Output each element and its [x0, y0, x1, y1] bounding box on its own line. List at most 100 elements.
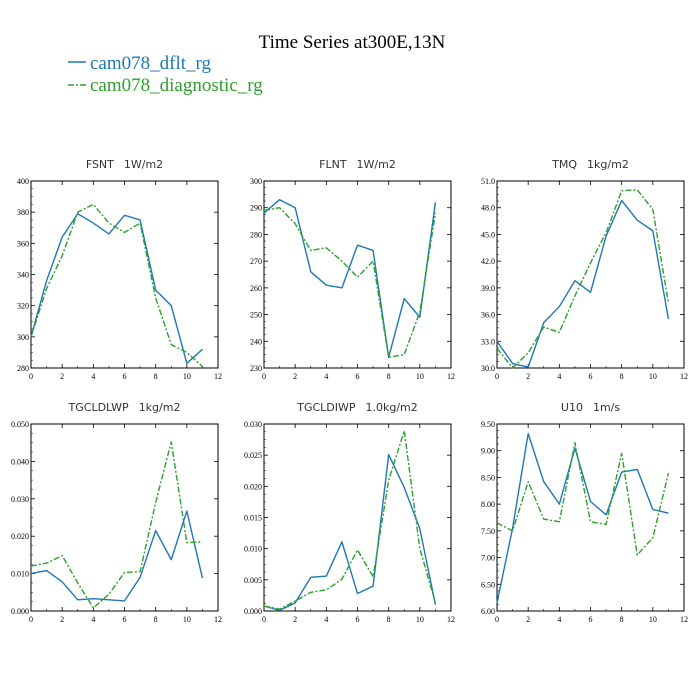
x-tick-label: 0: [29, 615, 33, 624]
panel-units: 1.0kg/m2: [366, 401, 418, 414]
x-tick-label: 6: [123, 372, 127, 381]
series-line-1: [496, 189, 670, 369]
series-line-1: [263, 207, 437, 359]
x-tick-label: 0: [29, 372, 33, 381]
x-tick-label: 0: [262, 372, 266, 381]
y-tick-label: 270: [250, 257, 262, 266]
x-tick-label: 4: [91, 615, 95, 624]
plot-frame: [30, 180, 219, 369]
y-tick-label: 0.000: [244, 607, 262, 616]
y-tick-label: 320: [17, 302, 29, 311]
panel-title: FLNT 1W/m2: [319, 158, 396, 171]
x-tick-label: 10: [649, 372, 657, 381]
x-tick-label: 6: [589, 372, 593, 381]
x-tick-label: 4: [557, 615, 561, 624]
x-tick-label: 4: [324, 372, 328, 381]
y-tick-label: 45.0: [481, 230, 495, 239]
y-tick-label: 300: [17, 333, 29, 342]
x-tick-label: 10: [416, 615, 424, 624]
x-tick-label: 10: [183, 615, 191, 624]
y-tick-label: 0.020: [11, 532, 29, 541]
plot-frame: [263, 180, 452, 369]
y-tick-label: 30.0: [481, 364, 495, 373]
y-tick-label: 0.010: [244, 545, 262, 554]
y-tick-label: 0.030: [11, 495, 29, 504]
panel-units: 1kg/m2: [587, 158, 629, 171]
y-tick-label: 0.050: [11, 420, 29, 429]
x-tick-label: 4: [557, 372, 561, 381]
y-tick-label: 48.0: [481, 204, 495, 213]
panel-title: TGCLDIWP 1.0kg/m2: [296, 401, 418, 414]
y-tick-label: 0.015: [244, 514, 262, 523]
x-tick-label: 8: [620, 372, 624, 381]
x-tick-label: 8: [620, 615, 624, 624]
panel-title: TMQ 1kg/m2: [551, 158, 629, 171]
panel-variable: U10: [561, 401, 583, 414]
x-tick-label: 8: [387, 372, 391, 381]
y-tick-label: 380: [17, 208, 29, 217]
y-tick-label: 260: [250, 284, 262, 293]
figure-title: Time Series at300E,13N: [259, 32, 446, 53]
x-tick-label: 2: [60, 372, 64, 381]
y-tick-label: 6.00: [481, 607, 495, 616]
x-tick-label: 2: [60, 615, 64, 624]
series-line-0: [30, 213, 203, 365]
x-tick-label: 10: [183, 372, 191, 381]
x-tick-label: 12: [447, 372, 455, 381]
y-tick-label: 360: [17, 239, 29, 248]
legend: cam078_dflt_rg cam078_diagnostic_rg: [68, 53, 263, 96]
x-tick-label: 0: [495, 615, 499, 624]
series-line-0: [496, 432, 669, 604]
panel-0: FSNT 1W/m2 0 2 4 6 8 10 12 280 300 320 340 360 380 400: [17, 158, 222, 381]
y-tick-label: 230: [250, 364, 262, 373]
x-tick-label: 8: [154, 372, 158, 381]
x-tick-label: 12: [680, 615, 688, 624]
x-tick-label: 4: [324, 615, 328, 624]
x-tick-label: 6: [356, 372, 360, 381]
y-tick-label: 280: [17, 364, 29, 373]
y-tick-label: 290: [250, 204, 262, 213]
y-tick-label: 0.030: [244, 420, 262, 429]
series-line-0: [263, 198, 437, 359]
panel-3: TGCLDLWP 1kg/m2 0 2 4 6 8 10 12 0.000 0.010 0.020 0.…: [11, 401, 222, 624]
x-tick-label: 12: [214, 615, 222, 624]
panel-1: FLNT 1W/m2 0 2 4 6 8 10 12 230 240 250 260 270 280 290 3…: [250, 158, 455, 381]
y-tick-label: 250: [250, 311, 262, 320]
y-tick-label: 7.50: [481, 527, 495, 536]
legend-label-diagnostic: cam078_diagnostic_rg: [90, 75, 263, 96]
series-line-1: [30, 203, 203, 367]
plot-frame: [496, 180, 685, 369]
y-tick-label: 7.00: [481, 554, 495, 563]
x-tick-label: 4: [91, 372, 95, 381]
plot-frame: [263, 423, 452, 612]
x-tick-label: 8: [387, 615, 391, 624]
series-line-1: [30, 441, 203, 609]
x-tick-label: 6: [356, 615, 360, 624]
series-line-0: [263, 453, 437, 612]
x-tick-label: 12: [680, 372, 688, 381]
panel-variable: FLNT: [319, 158, 347, 171]
y-tick-label: 42.0: [481, 257, 495, 266]
y-tick-label: 400: [17, 177, 29, 186]
panel-title: U10 1m/s: [561, 401, 620, 414]
y-tick-label: 240: [250, 337, 262, 346]
x-tick-label: 2: [526, 615, 530, 624]
y-tick-label: 0.005: [244, 576, 262, 585]
panel-variable: TMQ: [551, 158, 577, 171]
x-tick-label: 8: [154, 615, 158, 624]
panel-units: 1m/s: [593, 401, 620, 414]
x-tick-label: 2: [526, 372, 530, 381]
y-tick-label: 39.0: [481, 284, 495, 293]
x-tick-label: 6: [589, 615, 593, 624]
y-tick-label: 9.00: [481, 447, 495, 456]
panel-units: 1W/m2: [357, 158, 396, 171]
x-tick-label: 12: [447, 615, 455, 624]
x-tick-label: 10: [649, 615, 657, 624]
y-tick-label: 8.50: [481, 473, 495, 482]
panels: FSNT 1W/m20 2 4 6 8 10 12280300320340360380400F…: [11, 158, 688, 624]
panel-variable: FSNT: [86, 158, 114, 171]
y-tick-label: 0.025: [244, 451, 262, 460]
series-line-0: [496, 199, 670, 368]
panel-title: TGCLDLWP 1kg/m2: [68, 401, 181, 414]
